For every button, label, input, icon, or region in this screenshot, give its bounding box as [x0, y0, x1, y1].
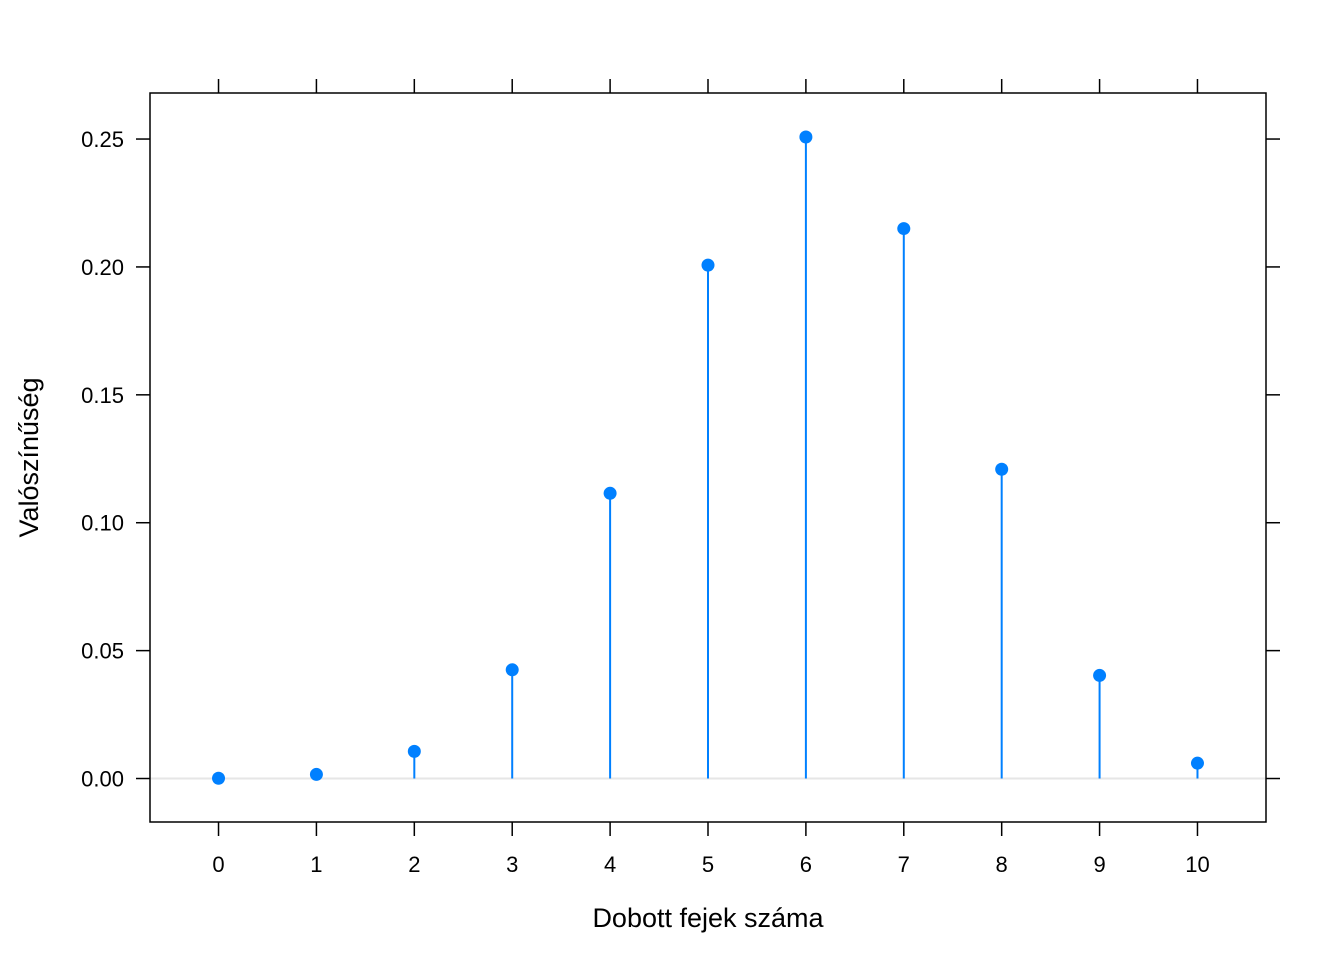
data-point — [1190, 756, 1204, 770]
x-tick-label: 0 — [212, 852, 224, 877]
y-tick-label: 0.05 — [81, 639, 124, 664]
x-axis-title: Dobott fejek száma — [592, 903, 824, 933]
x-tick-label: 3 — [506, 852, 518, 877]
data-point — [995, 462, 1009, 476]
data-point — [407, 744, 421, 758]
y-axis-title: Valószínűség — [14, 377, 44, 537]
data-point — [505, 663, 519, 677]
y-tick-label: 0.15 — [81, 383, 124, 408]
data-point — [603, 486, 617, 500]
x-tick-label: 10 — [1185, 852, 1209, 877]
data-series — [212, 130, 1204, 785]
plot-frame — [149, 92, 1267, 823]
x-tick-label: 9 — [1093, 852, 1105, 877]
data-point — [212, 771, 226, 785]
x-tick-label: 7 — [898, 852, 910, 877]
y-tick-label: 0.00 — [81, 767, 124, 792]
data-point — [309, 767, 323, 781]
x-tick-label: 4 — [604, 852, 616, 877]
x-tick-label: 2 — [408, 852, 420, 877]
data-point — [1093, 668, 1107, 682]
x-axis-ticks: 0 1 2 3 4 5 6 7 8 9 10 — [212, 79, 1210, 877]
y-tick-label: 0.25 — [81, 127, 124, 152]
x-tick-label: 5 — [702, 852, 714, 877]
y-tick-label: 0.20 — [81, 255, 124, 280]
y-axis-ticks: 0.00 0.05 0.10 0.15 0.20 0.25 — [81, 127, 1280, 792]
data-point — [799, 130, 813, 144]
x-tick-label: 8 — [996, 852, 1008, 877]
data-point — [701, 258, 715, 272]
data-point — [897, 222, 911, 236]
x-tick-label: 1 — [310, 852, 322, 877]
y-tick-label: 0.10 — [81, 511, 124, 536]
x-tick-label: 6 — [800, 852, 812, 877]
